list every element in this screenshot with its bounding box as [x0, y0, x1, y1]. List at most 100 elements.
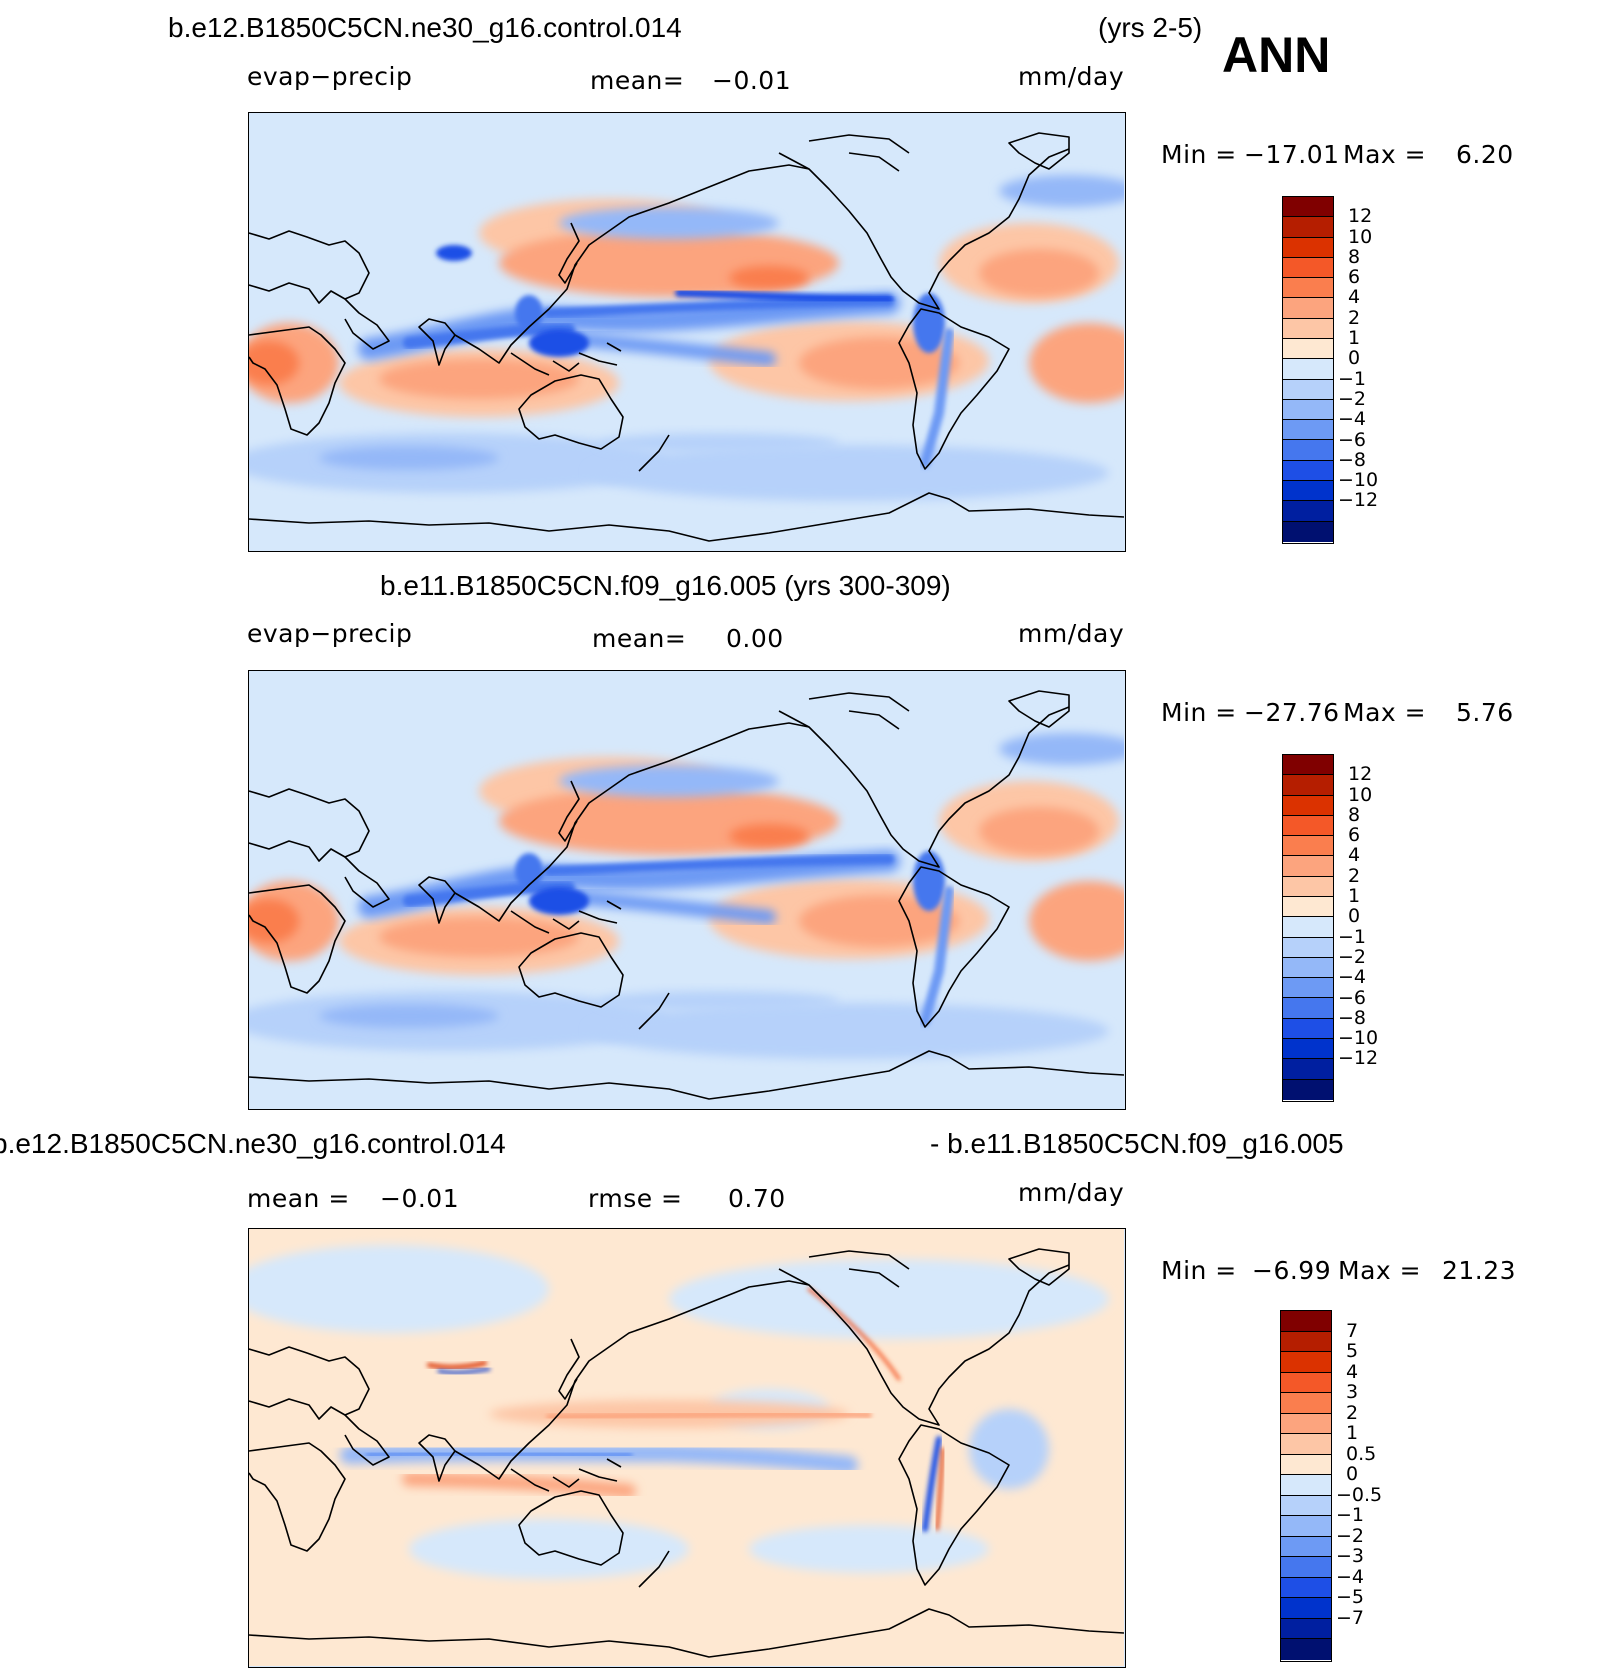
colorbar-tick-label: 10 — [1348, 783, 1373, 806]
panel2-map — [248, 670, 1126, 1110]
colorbar-swatch — [1283, 420, 1333, 441]
panel3-min-label: Min = — [1161, 1256, 1237, 1285]
panel1-map — [248, 112, 1126, 552]
colorbar-swatch — [1283, 917, 1333, 938]
colorbar-swatch — [1283, 978, 1333, 999]
panel3-mean-value: −0.01 — [380, 1184, 460, 1213]
colorbar-swatch — [1283, 460, 1333, 481]
colorbar-swatch — [1283, 480, 1333, 502]
colorbar-swatch — [1283, 836, 1333, 857]
panel1-max-label: Max = — [1343, 140, 1427, 169]
colorbar-swatch — [1281, 1516, 1331, 1537]
colorbar-swatch — [1283, 795, 1333, 816]
panel1-variable: evap−precip — [247, 62, 413, 91]
colorbar-tick-label: 5 — [1346, 1340, 1359, 1363]
colorbar-swatch — [1283, 1059, 1333, 1080]
colorbar-tick-label: −1 — [1338, 925, 1367, 948]
colorbar-tick-label: −3 — [1336, 1545, 1365, 1568]
colorbar-swatch — [1281, 1639, 1331, 1660]
colorbar-swatch — [1283, 755, 1333, 776]
colorbar-tick-label: 6 — [1348, 824, 1361, 847]
colorbar-tick-label: 0 — [1348, 347, 1361, 370]
colorbar-tick-label: 0.5 — [1346, 1442, 1377, 1465]
colorbar-swatch — [1281, 1618, 1331, 1640]
panel2-min-value: −27.76 — [1244, 698, 1340, 727]
colorbar-swatch — [1283, 197, 1333, 218]
colorbar-swatch — [1283, 338, 1333, 360]
colorbar-swatch — [1283, 237, 1333, 258]
colorbar-tick-label: 4 — [1346, 1360, 1359, 1383]
colorbar-tick-label: −4 — [1336, 1565, 1365, 1588]
panel3-max-label: Max = — [1338, 1256, 1422, 1285]
colorbar-tick-label: 0 — [1346, 1463, 1359, 1486]
colorbar-tick-label: 8 — [1348, 803, 1361, 826]
panel1-min-value: −17.01 — [1244, 140, 1340, 169]
panel1-mean-label: mean= — [590, 66, 685, 95]
panel3-field — [249, 1229, 1124, 1666]
colorbar-tick-label: −2 — [1338, 387, 1367, 410]
colorbar-tick-label: −12 — [1338, 1047, 1379, 1070]
colorbar-tick-label: 1 — [1346, 1422, 1359, 1445]
colorbar-tick-label: 10 — [1348, 225, 1373, 248]
colorbar-swatch — [1281, 1372, 1331, 1394]
colorbar-swatch — [1281, 1434, 1331, 1455]
colorbar-tick-label: −10 — [1338, 1027, 1379, 1050]
panel1-units: mm/day — [1018, 62, 1125, 91]
panel1-title: b.e12.B1850C5CN.ne30_g16.control.014 — [168, 12, 682, 43]
panel2-max-value: 5.76 — [1456, 698, 1514, 727]
colorbar-swatch — [1283, 937, 1333, 958]
panel3-title-right: - b.e11.B1850C5CN.f09_g16.005 — [930, 1128, 1344, 1159]
colorbar-swatch — [1283, 815, 1333, 837]
colorbar-tick-label: −5 — [1336, 1586, 1365, 1609]
colorbar-swatch — [1283, 876, 1333, 897]
colorbar-swatch — [1283, 521, 1333, 542]
colorbar-tick-label: −7 — [1336, 1606, 1365, 1629]
colorbar-swatch — [1281, 1577, 1331, 1599]
colorbar-tick-label: −0.5 — [1336, 1483, 1383, 1506]
colorbar-tick-label: 3 — [1346, 1381, 1359, 1404]
panel2-variable: evap−precip — [247, 619, 413, 648]
colorbar-tick-label: 0 — [1348, 905, 1361, 928]
colorbar-tick-label: −2 — [1336, 1524, 1365, 1547]
colorbar-swatch — [1281, 1475, 1331, 1496]
colorbar-swatch — [1283, 1038, 1333, 1060]
colorbar-swatch — [1281, 1495, 1331, 1517]
colorbar-tick-label: 4 — [1348, 286, 1361, 309]
colorbar-swatch — [1283, 1018, 1333, 1039]
colorbar-swatch — [1281, 1311, 1331, 1332]
colorbar-tick-label: 1 — [1348, 327, 1361, 350]
panel2-mean-value: 0.00 — [726, 624, 784, 653]
colorbar-tick-label: 8 — [1348, 245, 1361, 268]
panel1-field — [249, 113, 1124, 550]
panel3-colorbar — [1280, 1310, 1332, 1662]
colorbar-tick-label: 12 — [1348, 205, 1373, 228]
colorbar-swatch — [1283, 775, 1333, 796]
colorbar-tick-label: 1 — [1348, 885, 1361, 908]
colorbar-swatch — [1283, 318, 1333, 339]
colorbar-swatch — [1283, 298, 1333, 319]
panel3-title-left: b.e12.B1850C5CN.ne30_g16.control.014 — [0, 1128, 506, 1159]
panel3-map — [248, 1228, 1126, 1668]
colorbar-swatch — [1283, 896, 1333, 918]
season-label: ANN — [1222, 27, 1331, 83]
colorbar-swatch — [1283, 217, 1333, 238]
colorbar-tick-label: −8 — [1338, 448, 1367, 471]
colorbar-tick-label: 6 — [1348, 266, 1361, 289]
colorbar-tick-label: −6 — [1338, 986, 1367, 1009]
colorbar-swatch — [1283, 998, 1333, 1019]
colorbar-swatch — [1283, 257, 1333, 279]
colorbar-tick-label: −4 — [1338, 966, 1367, 989]
colorbar-swatch — [1281, 1454, 1331, 1476]
colorbar-swatch — [1281, 1331, 1331, 1353]
colorbar-swatch — [1283, 1079, 1333, 1100]
colorbar-tick-label: 2 — [1348, 864, 1361, 887]
colorbar-swatch — [1283, 501, 1333, 522]
panel2-max-label: Max = — [1343, 698, 1427, 727]
colorbar-tick-label: 7 — [1346, 1319, 1359, 1342]
colorbar-tick-label: −8 — [1338, 1006, 1367, 1029]
colorbar-tick-label: −1 — [1338, 367, 1367, 390]
colorbar-swatch — [1283, 379, 1333, 400]
colorbar-swatch — [1281, 1352, 1331, 1373]
colorbar-swatch — [1281, 1598, 1331, 1619]
panel1-max-value: 6.20 — [1456, 140, 1514, 169]
